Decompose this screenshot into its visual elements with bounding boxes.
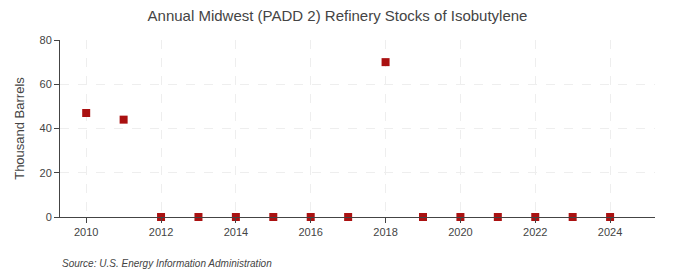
svg-text:2022: 2022 [523,226,547,238]
svg-text:2012: 2012 [149,226,173,238]
svg-text:2010: 2010 [74,226,98,238]
svg-text:80: 80 [40,34,52,46]
svg-text:2016: 2016 [298,226,322,238]
svg-text:Annual Midwest (PADD 2) Refine: Annual Midwest (PADD 2) Refinery Stocks … [148,7,528,24]
svg-text:Thousand Barrels: Thousand Barrels [12,77,27,180]
svg-text:Source: U.S. Energy Informatio: Source: U.S. Energy Information Administ… [62,258,272,269]
svg-text:2014: 2014 [224,226,248,238]
svg-text:0: 0 [46,211,52,223]
svg-text:20: 20 [40,167,52,179]
svg-text:2020: 2020 [448,226,472,238]
svg-text:60: 60 [40,78,52,90]
svg-text:2024: 2024 [598,226,622,238]
svg-text:2018: 2018 [373,226,397,238]
svg-text:40: 40 [40,122,52,134]
